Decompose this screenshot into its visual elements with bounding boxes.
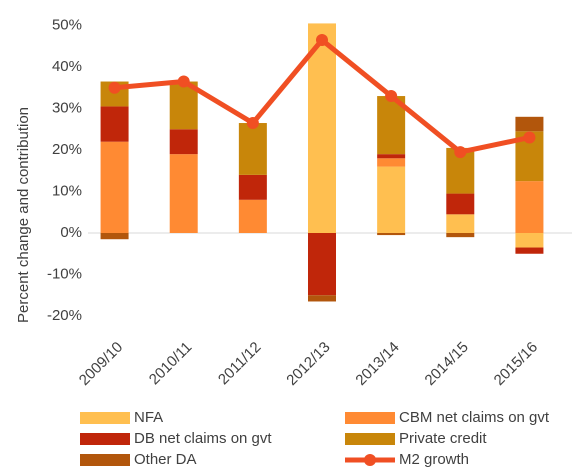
legend-swatch xyxy=(80,454,130,466)
legend-label: DB net claims on gvt xyxy=(134,430,272,447)
bar-segment xyxy=(308,233,336,296)
line-marker xyxy=(177,75,190,88)
bar-segment xyxy=(238,174,267,200)
legend-swatch xyxy=(80,433,130,445)
line-marker xyxy=(523,131,536,144)
line-marker xyxy=(108,81,121,94)
bar-segment xyxy=(515,181,544,233)
x-tick-label: 2014/15 xyxy=(422,339,472,389)
bar-segment xyxy=(100,141,129,233)
bar-segment xyxy=(446,214,475,233)
legend-label: Other DA xyxy=(134,451,197,468)
bar-segment xyxy=(308,23,336,233)
y-tick-label: 40% xyxy=(52,58,82,75)
line-marker xyxy=(454,146,467,159)
y-tick-label: -20% xyxy=(47,307,82,324)
line-marker xyxy=(316,34,328,47)
y-axis-label: Percent change and contribution xyxy=(15,107,32,323)
bar-segment xyxy=(100,233,129,240)
bar-segment xyxy=(238,199,267,233)
line-marker xyxy=(246,117,259,130)
legend-label: Private credit xyxy=(399,430,487,447)
bar-segment xyxy=(515,247,544,254)
legend-swatch xyxy=(345,433,395,445)
line-marker xyxy=(385,90,398,103)
bar-segment xyxy=(377,166,406,233)
bar-segment xyxy=(515,233,544,248)
x-tick-label: 2009/10 xyxy=(76,339,126,389)
bar-segment xyxy=(169,154,198,233)
y-tick-label: -10% xyxy=(47,265,82,282)
y-tick-label: 10% xyxy=(52,182,82,199)
y-tick-label: 50% xyxy=(52,16,82,33)
legend-label: M2 growth xyxy=(399,451,469,468)
bar-segment xyxy=(446,193,475,215)
x-tick-label: 2015/16 xyxy=(491,339,541,389)
bar-segment xyxy=(377,158,406,167)
x-tick-label: 2012/13 xyxy=(283,339,333,389)
bar-segment xyxy=(377,233,406,236)
bar-segment xyxy=(100,106,129,142)
legend-label: NFA xyxy=(134,409,163,426)
bar-segment xyxy=(308,295,336,302)
legend-label: CBM net claims on gvt xyxy=(399,409,550,426)
y-tick-label: 0% xyxy=(60,224,82,241)
x-tick-label: 2011/12 xyxy=(215,339,265,389)
y-tick-label: 20% xyxy=(52,141,82,158)
y-tick-label: 30% xyxy=(52,99,82,116)
x-tick-label: 2013/14 xyxy=(352,339,402,389)
x-tick-label: 2010/11 xyxy=(146,339,196,389)
bar-segment xyxy=(515,116,544,132)
legend-swatch xyxy=(80,412,130,424)
legend-swatch xyxy=(345,412,395,424)
bar-segment xyxy=(446,233,475,238)
legend-swatch xyxy=(364,454,376,466)
bar-segment xyxy=(169,129,198,155)
bar-segment xyxy=(238,123,267,175)
bar-segment xyxy=(377,154,406,159)
